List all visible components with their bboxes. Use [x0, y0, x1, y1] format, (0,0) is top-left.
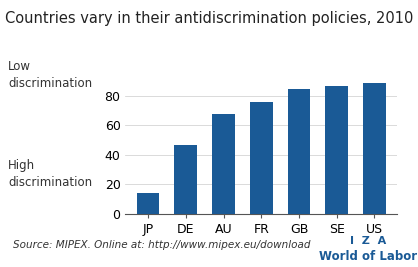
Bar [250, 102, 273, 214]
Bar [174, 145, 197, 214]
Text: Low
discrimination: Low discrimination [8, 60, 92, 90]
Text: World of Labor: World of Labor [319, 250, 417, 263]
Text: Countries vary in their antidiscrimination policies, 2010: Countries vary in their antidiscriminati… [5, 11, 413, 26]
Text: High
discrimination: High discrimination [8, 159, 92, 189]
Bar [288, 89, 310, 214]
Bar [137, 193, 159, 214]
Text: I  Z  A: I Z A [350, 236, 386, 246]
Bar [325, 86, 348, 214]
Bar [363, 83, 386, 214]
Text: Source: MIPEX. Online at: http://www.mipex.eu/download: Source: MIPEX. Online at: http://www.mip… [13, 240, 310, 250]
Bar [212, 114, 235, 214]
